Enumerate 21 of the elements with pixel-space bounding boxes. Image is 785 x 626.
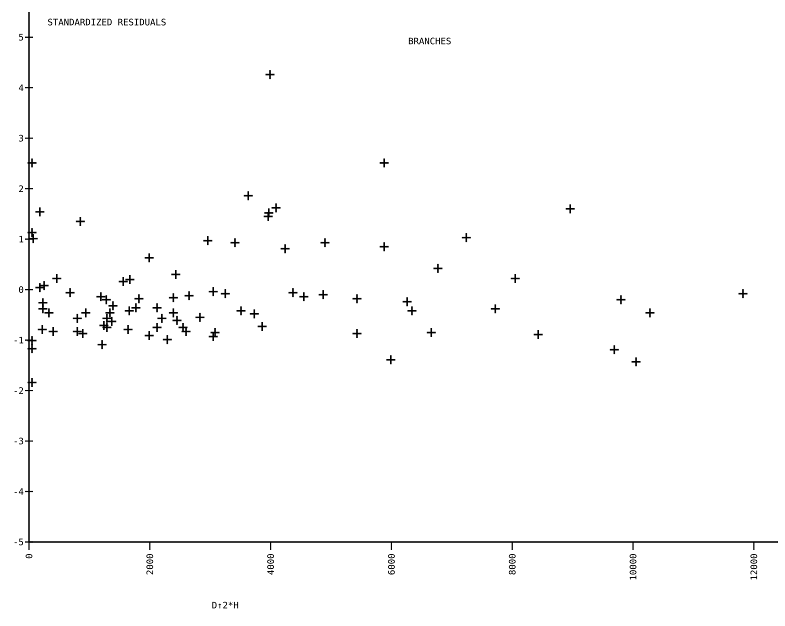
y-tick-label: -4 [14,488,24,495]
y-tick-label: 2 [19,185,24,192]
y-tick-label: 0 [19,286,24,294]
y-tick-label: -3 [14,438,24,444]
x-tick-label: 4000 [267,554,274,575]
x-tick-label: 6000 [388,554,395,575]
y-tick-label: 3 [19,134,24,142]
x-tick-label: 10000 [630,554,636,580]
x-tick-label: 8000 [508,554,516,575]
y-tick-label: -1 [14,336,24,344]
y-axis-title: STANDARDIZED RESIDUALS [48,18,166,26]
y-tick-label: -2 [14,387,24,394]
x-tick-label: 12000 [750,554,758,580]
x-tick-label: 0 [26,554,32,558]
x-axis-title: D↑2*H [212,602,238,608]
y-tick-label: 1 [20,236,24,242]
y-tick-label: -5 [14,538,24,546]
x-tick-label: 2000 [146,554,154,574]
text: BRANCHES [408,38,451,44]
y-tick-label: 5 [19,34,24,41]
y-tick-label: 4 [18,84,24,91]
